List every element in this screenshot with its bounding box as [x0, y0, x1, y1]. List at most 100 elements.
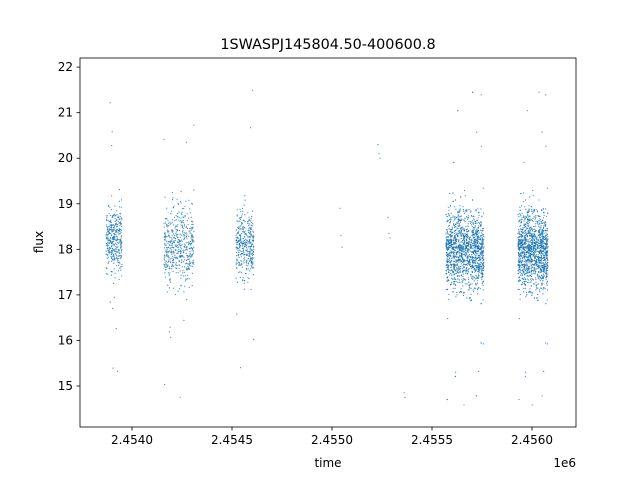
data-point [175, 262, 177, 264]
data-point [114, 233, 116, 236]
data-point [166, 291, 168, 293]
data-point [251, 224, 253, 226]
data-point [165, 268, 167, 270]
data-point [480, 276, 482, 278]
data-point [235, 234, 237, 236]
data-point [120, 249, 123, 252]
data-point [118, 249, 120, 252]
data-point [191, 250, 193, 252]
data-point [457, 281, 459, 284]
data-point [543, 245, 545, 247]
data-point [167, 226, 169, 228]
data-point [476, 228, 478, 230]
data-point [172, 265, 175, 267]
data-point [183, 234, 185, 236]
data-point [114, 205, 116, 207]
data-point [528, 281, 530, 283]
data-point [474, 222, 476, 224]
data-point [112, 229, 114, 231]
data-point [243, 219, 245, 221]
data-point [542, 293, 544, 295]
data-point [455, 252, 457, 254]
data-point [480, 223, 482, 225]
data-point [457, 236, 459, 238]
data-point [458, 253, 460, 255]
data-point [171, 229, 173, 231]
data-point [476, 241, 478, 243]
data-point [183, 227, 185, 229]
data-point [476, 276, 478, 278]
data-point [115, 246, 117, 248]
data-point [525, 223, 527, 225]
data-point [464, 220, 466, 223]
data-point [520, 246, 523, 248]
data-point [482, 254, 485, 256]
data-point [545, 246, 547, 248]
data-point [105, 238, 107, 240]
data-point [480, 145, 482, 147]
data-point [172, 242, 174, 245]
data-point [110, 219, 112, 221]
data-point [453, 161, 455, 163]
data-point [469, 298, 471, 300]
data-point [109, 221, 111, 223]
data-point [238, 227, 240, 230]
data-point [464, 228, 466, 230]
data-point [240, 225, 242, 227]
data-point [519, 243, 522, 245]
data-point [451, 235, 453, 237]
data-point [464, 248, 466, 250]
data-point [518, 240, 520, 242]
data-point [117, 217, 119, 219]
data-point [482, 247, 484, 249]
data-point [533, 253, 536, 255]
data-point [248, 232, 250, 234]
data-point [470, 240, 473, 242]
data-point [247, 242, 249, 244]
data-point [479, 242, 481, 244]
data-point [472, 245, 474, 247]
data-point [518, 216, 520, 218]
data-point [527, 268, 530, 270]
data-point [546, 284, 548, 286]
data-point [469, 258, 471, 260]
data-point [479, 248, 481, 250]
data-point [452, 248, 454, 250]
data-point [538, 215, 540, 217]
data-point [546, 229, 548, 232]
data-point [468, 241, 470, 243]
data-point [246, 250, 248, 252]
data-point [118, 264, 120, 266]
data-point [483, 246, 485, 248]
data-point [106, 273, 108, 275]
data-point [473, 218, 475, 220]
data-point [177, 216, 179, 218]
data-point [531, 209, 533, 211]
data-point [242, 229, 244, 231]
data-point [521, 245, 523, 248]
data-point [179, 244, 181, 246]
data-point [527, 257, 529, 259]
data-point [481, 278, 483, 280]
data-point [176, 234, 178, 236]
data-point [546, 251, 548, 254]
data-point [190, 233, 192, 235]
data-point [529, 233, 531, 235]
data-point [114, 213, 116, 215]
data-point [476, 239, 478, 241]
data-point [538, 289, 541, 291]
data-point [518, 266, 520, 269]
data-point [243, 251, 245, 253]
data-point [468, 254, 471, 256]
data-point [542, 259, 544, 261]
data-point [526, 239, 528, 241]
data-point [522, 226, 524, 228]
data-point [537, 240, 539, 242]
data-point [180, 224, 182, 226]
data-point [460, 266, 462, 268]
data-point [530, 257, 532, 259]
data-point [243, 242, 245, 244]
data-point [478, 238, 480, 240]
data-point [524, 242, 527, 244]
data-point [244, 256, 246, 258]
